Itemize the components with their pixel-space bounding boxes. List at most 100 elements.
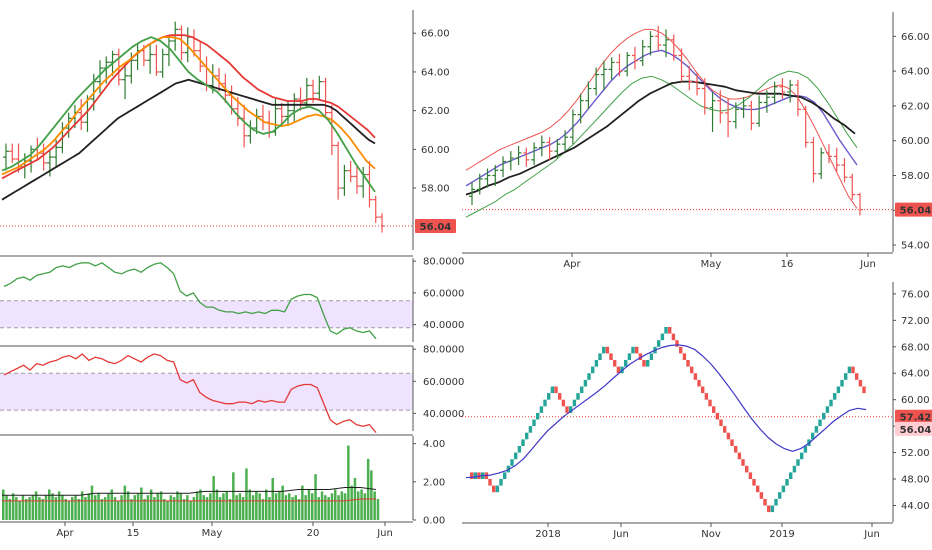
right-price-ohlc-bar[interactable] [492, 165, 499, 186]
left-price-ohlc-bar[interactable] [303, 77, 310, 107]
left-volume-bar[interactable] [21, 495, 25, 520]
left-volume-bar[interactable] [343, 493, 347, 520]
renko-brick[interactable] [789, 472, 793, 479]
renko-brick[interactable] [814, 426, 819, 433]
renko-brick[interactable] [690, 366, 694, 374]
left-price-ohlc-bar[interactable] [178, 25, 185, 61]
renko-brick[interactable] [825, 406, 830, 413]
right-price-ohlc-bar[interactable] [600, 60, 607, 91]
left-volume-bar[interactable] [179, 493, 183, 520]
renko-brick[interactable] [660, 333, 665, 341]
left-volume-bar[interactable] [133, 495, 137, 520]
right-price-ohlc-bar[interactable] [538, 135, 545, 157]
left-volume-bar[interactable] [215, 489, 219, 521]
left-volume-bar[interactable] [146, 495, 150, 520]
renko-brick[interactable] [781, 485, 786, 493]
left-volume-bar[interactable] [209, 493, 212, 520]
left-volume-bar[interactable] [353, 478, 357, 520]
left-price-ohlc-bar[interactable] [353, 164, 360, 194]
left-volume-bar[interactable] [143, 499, 146, 520]
renko-brick[interactable] [675, 340, 679, 347]
right-price-ohlc-bar[interactable] [748, 100, 755, 131]
right-price-ohlc-bar[interactable] [562, 130, 569, 152]
renko-brick[interactable] [774, 498, 778, 506]
left-volume-bar[interactable] [11, 493, 15, 520]
left-volume-bar[interactable] [18, 500, 21, 520]
right-price-ohlc-bar[interactable] [849, 173, 856, 200]
left-volume-bar[interactable] [241, 497, 245, 520]
left-volume-bar[interactable] [261, 499, 265, 520]
left-volume-bar[interactable] [34, 491, 38, 520]
left-price-ohlc-bar[interactable] [172, 21, 179, 51]
right-price-ohlc-bar[interactable] [771, 81, 778, 105]
left-volume-bar[interactable] [84, 497, 87, 520]
left-volume-bar[interactable] [28, 497, 31, 520]
left-volume-bar[interactable] [337, 495, 340, 520]
left-volume-bar[interactable] [153, 497, 156, 520]
renko-brick[interactable] [759, 492, 764, 499]
right-price-ohlc-bar[interactable] [787, 79, 794, 103]
renko-brick[interactable] [822, 412, 826, 420]
left-volume-bar[interactable] [107, 493, 110, 520]
left-volume-bar[interactable] [156, 493, 160, 520]
renko-brick[interactable] [543, 399, 547, 407]
renko-brick[interactable] [726, 432, 731, 440]
right-price-chart[interactable]: 54.0056.0058.0060.0062.0064.0066.0056.04… [462, 12, 932, 270]
left-volume-bar[interactable] [54, 497, 58, 520]
left-volume-bar[interactable] [169, 495, 173, 520]
right-price-ohlc-bar[interactable] [818, 147, 825, 179]
left-volume-bar[interactable] [8, 499, 12, 520]
left-price-ohlc-bar[interactable] [335, 141, 342, 200]
right-price-ohlc-bar[interactable] [639, 39, 646, 66]
left-price-chart[interactable]: 58.00 60.00 62.00 64.00 66.00 56.04 [0, 10, 456, 257]
left-volume-bar[interactable] [274, 493, 278, 520]
left-indicator-1-chart[interactable]: 40.0000 60.0000 80.0000 [0, 257, 464, 347]
left-volume-bar[interactable] [189, 500, 192, 520]
left-volume-bar[interactable] [258, 493, 261, 520]
left-volume-bar[interactable] [5, 495, 8, 520]
right-price-ohlc-bar[interactable] [569, 109, 576, 145]
left-volume-bar[interactable] [265, 489, 268, 521]
renko-brick[interactable] [594, 360, 599, 367]
renko-brick[interactable] [851, 366, 855, 374]
renko-brick[interactable] [470, 472, 474, 479]
left-price-ohlc-bar[interactable] [65, 112, 72, 138]
left-volume-bar[interactable] [301, 485, 304, 520]
renko-brick[interactable] [693, 373, 698, 380]
right-price-ohlc-bar[interactable] [841, 158, 848, 183]
left-volume-bar[interactable] [71, 497, 74, 520]
left-volume-bar[interactable] [218, 497, 222, 520]
left-volume-bar[interactable] [172, 497, 176, 520]
renko-brick[interactable] [745, 465, 749, 473]
right-price-ohlc-bar[interactable] [469, 182, 475, 206]
renko-brick[interactable] [730, 439, 734, 446]
renko-brick[interactable] [847, 366, 852, 374]
renko-brick[interactable] [803, 446, 808, 453]
right-price-ohlc-bar[interactable] [732, 102, 739, 129]
right-price-ohlc-bar[interactable] [585, 81, 592, 110]
renko-brick[interactable] [737, 452, 742, 460]
renko-brick[interactable] [503, 472, 507, 479]
left-volume-bar[interactable] [324, 495, 327, 520]
renko-brick[interactable] [811, 432, 815, 440]
right-price-ohlc-bar[interactable] [857, 192, 863, 216]
left-volume-bar[interactable] [195, 491, 199, 520]
renko-brick[interactable] [840, 379, 844, 387]
renko-brick[interactable] [796, 459, 800, 466]
renko-brick[interactable] [521, 439, 525, 446]
left-price-ohlc-bar[interactable] [379, 213, 385, 233]
renko-brick[interactable] [756, 485, 760, 493]
left-volume-bar[interactable] [80, 491, 84, 520]
renko-brick[interactable] [686, 360, 690, 367]
renko-brick[interactable] [855, 373, 859, 380]
left-volume-bar[interactable] [304, 495, 307, 520]
left-volume-bar[interactable] [64, 499, 68, 520]
renko-brick[interactable] [682, 353, 687, 360]
renko-brick[interactable] [492, 485, 496, 493]
renko-brick[interactable] [616, 366, 621, 374]
renko-brick[interactable] [525, 432, 529, 440]
renko-brick[interactable] [712, 406, 716, 413]
right-price-ohlc-bar[interactable] [701, 78, 708, 115]
left-volume-bar[interactable] [278, 491, 281, 520]
renko-brick[interactable] [767, 505, 771, 513]
